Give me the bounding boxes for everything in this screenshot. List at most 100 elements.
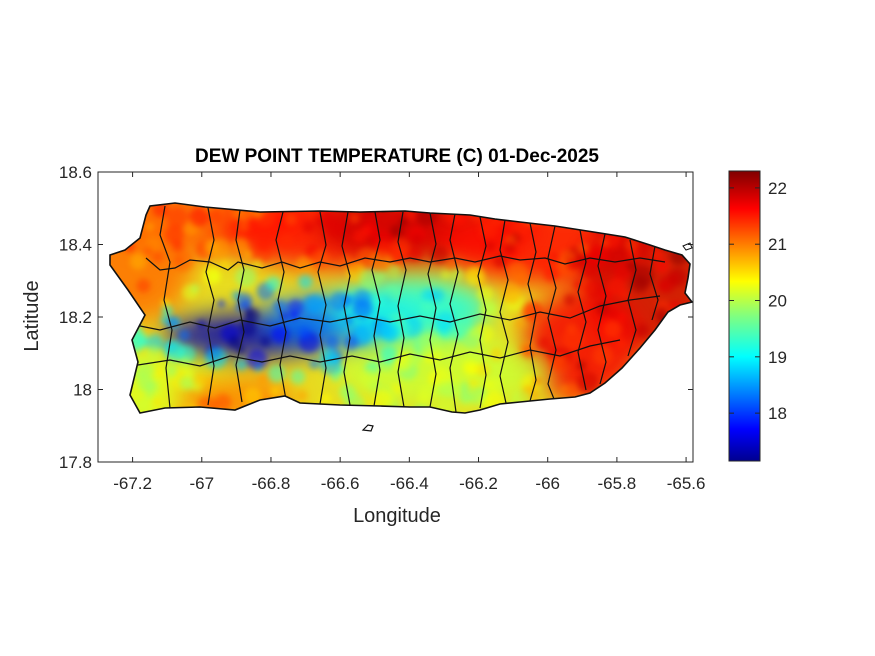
texture-dot [143,246,153,256]
texture-dot [549,354,564,369]
texture-dot [144,346,162,363]
x-tick-label: -66.6 [321,474,360,493]
texture-dot [468,327,478,337]
colorbar-tick-label: 21 [768,235,787,254]
x-tick-label: -67.2 [113,474,152,493]
texture-dot [563,294,576,306]
texture-dot [178,329,190,342]
texture-dot [284,213,297,226]
texture-dot [608,308,618,319]
texture-dot [144,390,154,400]
texture-dot [418,383,436,401]
texture-dot [290,369,306,385]
texture-dot [490,347,504,361]
colorbar-tick-label: 19 [768,348,787,367]
x-tick-label: -66.2 [459,474,498,493]
texture-dot [190,283,200,293]
texture-dot [562,328,584,351]
texture-dot [192,373,207,387]
colorbar-gradient [728,170,761,462]
texture-dot [515,319,524,328]
texture-dot [260,336,271,347]
texture-dot [503,242,516,255]
texture-dot [592,345,614,366]
y-axis-ticks: 17.8 18 18.2 18.4 18.6 [59,163,693,472]
texture-dot [436,384,448,396]
texture-dot [164,225,184,245]
texture-dot [236,345,246,355]
texture-dot [507,261,529,283]
texture-dot [205,376,215,386]
texture-dot [406,354,419,367]
texture-dot [306,293,327,315]
texture-dot [178,376,193,390]
y-tick-label: 18.2 [59,308,92,327]
texture-dot [137,375,155,392]
small-island [361,424,374,432]
texture-dot [566,258,579,270]
texture-dot [446,260,456,269]
texture-dot [289,311,298,320]
texture-dot [466,361,479,375]
texture-dot [537,336,551,351]
texture-dot [385,285,401,301]
colorbar-tick-label: 22 [768,179,787,198]
texture-dot [326,219,345,238]
texture-dot [576,371,599,394]
texture-dot [255,235,272,252]
x-tick-label: -66.8 [252,474,291,493]
texture-dot [484,303,497,315]
texture-dot [153,398,162,407]
texture-dot [535,252,554,270]
texture-dot [205,347,227,369]
texture-dot [297,390,308,401]
texture-dot [189,207,209,227]
texture-dot [330,371,340,381]
texture-dot [172,250,194,272]
texture-dot [129,252,147,270]
texture-dot [386,265,402,280]
texture-dot [235,266,257,288]
colorbar-tick-label: 18 [768,404,787,423]
x-axis-label: Longitude [353,505,441,527]
texture-dot [246,349,268,370]
texture-dot [584,279,604,299]
texture-dot [320,393,332,405]
texture-dot [603,320,623,339]
texture-dot [482,223,493,234]
texture-dot [278,233,295,249]
texture-dot [667,272,681,286]
texture-dot [617,312,627,322]
texture-dot [287,299,304,316]
texture-dot [359,369,378,388]
texture-dot [228,336,241,349]
texture-dot [352,289,372,309]
chart-title: DEW POINT TEMPERATURE (C) 01-Dec-2025 [195,146,599,167]
texture-dot [135,398,151,413]
texture-dot [209,238,231,259]
texture-dot [600,238,609,248]
y-tick-label: 17.8 [59,453,92,472]
texture-dot [217,299,226,308]
texture-dot [183,367,194,378]
texture-dot [434,311,457,334]
texture-dot [298,326,311,340]
texture-dot [269,386,281,397]
texture-dot [156,367,167,378]
texture-dot [635,323,650,338]
texture-dot [381,325,399,343]
texture-dot [374,297,384,307]
texture-dot [493,254,507,268]
texture-dot [237,220,250,232]
y-tick-label: 18.6 [59,163,92,182]
texture-dot [205,224,221,240]
texture-dot [576,360,587,371]
texture-dot [235,359,248,371]
texture-dot [459,382,471,393]
x-axis-ticks: -67.2 -67 -66.8 -66.6 -66.4 -66.2 -66 -65.8 -65.… [113,172,705,493]
texture-dot [343,335,359,350]
texture-dot [244,250,253,259]
texture-dot [607,277,627,296]
texture-dot [206,269,221,284]
